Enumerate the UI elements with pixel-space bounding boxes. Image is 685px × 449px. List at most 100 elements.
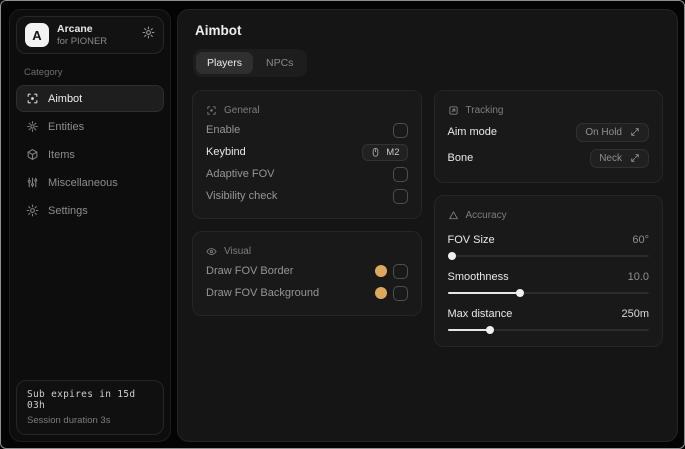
atom-icon xyxy=(26,120,39,133)
panel-general: General Enable Keybind xyxy=(192,90,422,219)
slider-track[interactable] xyxy=(447,292,649,294)
sidebar-item-label: Entities xyxy=(48,120,85,133)
slider-label: Max distance xyxy=(447,308,513,320)
header-settings-button[interactable] xyxy=(142,26,155,44)
setting-row-adaptive-fov: Adaptive FOV xyxy=(206,163,408,185)
sidebar-item-label: Items xyxy=(48,148,75,161)
setting-label: Bone xyxy=(447,152,474,164)
setting-row-aim-mode: Aim mode On Hold xyxy=(447,119,649,145)
sidebar-item-label: Settings xyxy=(48,204,88,217)
slider-group-max-distance: Max distance 250m xyxy=(447,305,649,335)
slider-fill xyxy=(447,292,521,294)
box-icon xyxy=(26,148,39,161)
setting-row-keybind: Keybind M2 xyxy=(206,141,408,163)
fov-border-color-swatch[interactable] xyxy=(374,265,387,277)
session-duration-text: Session duration 3s xyxy=(27,415,111,426)
slider-thumb[interactable] xyxy=(485,326,494,334)
page-title: Aimbot xyxy=(195,23,242,38)
app-logo: A xyxy=(25,23,49,47)
panel-accuracy: Accuracy FOV Size 60° xyxy=(433,195,663,347)
max-distance-slider[interactable] xyxy=(447,325,649,335)
setting-label: Adaptive FOV xyxy=(206,168,275,180)
visibility-check-checkbox[interactable] xyxy=(392,188,408,204)
sliders-icon xyxy=(26,176,39,189)
tab-npcs[interactable]: NPCs xyxy=(266,57,294,69)
gear-icon xyxy=(142,26,155,44)
aim-mode-dropdown[interactable]: On Hold xyxy=(576,122,649,142)
app-name: Arcane xyxy=(57,22,93,35)
eye-icon xyxy=(206,246,217,257)
mouse-icon xyxy=(370,147,381,158)
setting-label: Keybind xyxy=(206,146,246,158)
setting-label: Draw FOV Border xyxy=(206,265,294,277)
triangle-icon xyxy=(448,210,459,221)
setting-label: Visibility check xyxy=(206,190,278,202)
slider-thumb[interactable] xyxy=(447,252,456,260)
tab-players[interactable]: Players xyxy=(196,52,254,74)
target-lock-icon xyxy=(448,105,459,116)
slider-value: 250m xyxy=(621,308,649,320)
panel-visual: Visual Draw FOV Border Draw FOV Backgrou… xyxy=(192,231,422,316)
subscription-info: Sub expires in 15d 03h Session duration … xyxy=(16,380,164,435)
crosshair-icon xyxy=(26,92,39,105)
sidebar: A Arcane for PIONER Category Aimbot xyxy=(9,9,171,442)
fov-size-slider[interactable] xyxy=(447,251,649,261)
sidebar-item-settings[interactable]: Settings xyxy=(16,197,164,224)
smoothness-slider[interactable] xyxy=(447,288,649,298)
crosshair-icon xyxy=(206,105,217,116)
slider-thumb[interactable] xyxy=(516,289,525,297)
aim-mode-value: On Hold xyxy=(585,126,622,138)
panels-grid: General Enable Keybind xyxy=(192,90,663,347)
setting-row-enable: Enable xyxy=(206,119,408,141)
enable-checkbox[interactable] xyxy=(392,122,408,138)
fov-background-color-swatch[interactable] xyxy=(374,287,387,299)
setting-row-fov-background: Draw FOV Background xyxy=(206,282,408,304)
right-column: Tracking Aim mode On Hold xyxy=(433,90,663,347)
slider-track[interactable] xyxy=(447,255,649,257)
slider-group-fov-size: FOV Size 60° xyxy=(447,231,649,261)
panel-title: Tracking xyxy=(465,104,504,116)
sidebar-item-items[interactable]: Items xyxy=(16,141,164,168)
slider-label: Smoothness xyxy=(447,271,509,283)
tab-bar: Players NPCs xyxy=(193,49,308,77)
left-column: General Enable Keybind xyxy=(192,90,422,316)
panel-title: General xyxy=(224,104,260,116)
panel-title: Visual xyxy=(224,245,252,257)
slider-group-smoothness: Smoothness 10.0 xyxy=(447,268,649,298)
sub-expiry-text: Sub expires in 15d 03h xyxy=(27,389,136,411)
app-title-block: Arcane for PIONER xyxy=(57,23,107,48)
bone-value: Neck xyxy=(599,152,622,164)
setting-label: Draw FOV Background xyxy=(206,287,320,299)
panel-tracking-header: Tracking xyxy=(448,101,650,119)
keybind-button[interactable]: M2 xyxy=(362,143,408,161)
main-content: Aimbot Players NPCs General Enable xyxy=(177,9,678,442)
setting-row-visibility-check: Visibility check xyxy=(206,185,408,207)
slider-label: FOV Size xyxy=(447,234,495,246)
expand-icon xyxy=(630,153,640,163)
app-header: A Arcane for PIONER xyxy=(16,16,164,54)
sidebar-item-label: Aimbot xyxy=(48,92,83,105)
keybind-value: M2 xyxy=(386,146,400,158)
sidebar-item-label: Miscellaneous xyxy=(48,176,118,189)
setting-row-fov-border: Draw FOV Border xyxy=(206,260,408,282)
sidebar-item-aimbot[interactable]: Aimbot xyxy=(16,85,164,112)
setting-label: Enable xyxy=(206,124,241,136)
sidebar-item-miscellaneous[interactable]: Miscellaneous xyxy=(16,169,164,196)
category-label: Category xyxy=(24,67,63,78)
slider-fill xyxy=(447,329,490,331)
setting-label: Aim mode xyxy=(447,126,498,138)
slider-track[interactable] xyxy=(447,329,649,331)
adaptive-fov-checkbox[interactable] xyxy=(392,166,408,182)
bone-dropdown[interactable]: Neck xyxy=(590,148,649,168)
slider-value: 10.0 xyxy=(627,271,649,283)
slider-value: 60° xyxy=(632,234,649,246)
sidebar-nav: Aimbot Entities Items Miscellaneous xyxy=(10,85,170,224)
fov-background-checkbox[interactable] xyxy=(392,285,408,301)
expand-icon xyxy=(630,127,640,137)
gear-icon xyxy=(26,204,39,217)
panel-accuracy-header: Accuracy xyxy=(448,206,650,224)
sidebar-item-entities[interactable]: Entities xyxy=(16,113,164,140)
fov-border-checkbox[interactable] xyxy=(392,263,408,279)
setting-row-bone: Bone Neck xyxy=(447,145,649,171)
